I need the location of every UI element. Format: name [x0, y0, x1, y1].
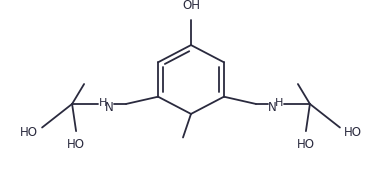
Text: HO: HO	[297, 138, 315, 151]
Text: N: N	[268, 101, 277, 114]
Text: OH: OH	[182, 0, 200, 12]
Text: H: H	[99, 98, 107, 108]
Text: HO: HO	[67, 138, 85, 151]
Text: HO: HO	[20, 126, 38, 139]
Text: HO: HO	[344, 126, 362, 139]
Text: H: H	[275, 98, 283, 108]
Text: N: N	[105, 101, 114, 114]
